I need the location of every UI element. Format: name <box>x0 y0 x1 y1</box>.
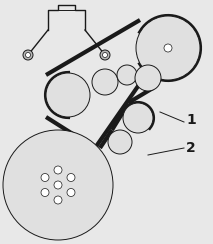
Circle shape <box>146 26 190 70</box>
Text: 2: 2 <box>186 141 196 155</box>
Circle shape <box>3 130 113 240</box>
Circle shape <box>145 75 151 81</box>
Circle shape <box>67 189 75 196</box>
Circle shape <box>102 52 108 58</box>
Circle shape <box>117 139 123 145</box>
Circle shape <box>67 173 75 182</box>
Circle shape <box>54 196 62 204</box>
Circle shape <box>108 130 132 154</box>
Circle shape <box>125 72 130 78</box>
Circle shape <box>113 135 127 149</box>
Circle shape <box>141 71 155 85</box>
Circle shape <box>164 44 172 52</box>
Text: 1: 1 <box>186 113 196 127</box>
Circle shape <box>158 38 178 58</box>
Circle shape <box>41 173 49 182</box>
Circle shape <box>31 158 85 212</box>
Circle shape <box>98 75 112 89</box>
Circle shape <box>117 65 137 85</box>
Circle shape <box>135 65 161 91</box>
Circle shape <box>63 90 73 100</box>
Circle shape <box>121 69 133 81</box>
Circle shape <box>102 79 108 85</box>
Circle shape <box>136 16 200 80</box>
Circle shape <box>26 52 30 58</box>
Circle shape <box>92 69 118 95</box>
Circle shape <box>23 50 33 60</box>
Circle shape <box>134 114 142 122</box>
Circle shape <box>41 189 49 196</box>
Circle shape <box>18 145 98 225</box>
Circle shape <box>54 181 62 189</box>
Circle shape <box>46 173 70 197</box>
Circle shape <box>123 103 153 133</box>
Circle shape <box>55 82 81 108</box>
Circle shape <box>46 73 90 117</box>
Circle shape <box>129 109 147 127</box>
Circle shape <box>100 50 110 60</box>
Circle shape <box>54 166 62 174</box>
